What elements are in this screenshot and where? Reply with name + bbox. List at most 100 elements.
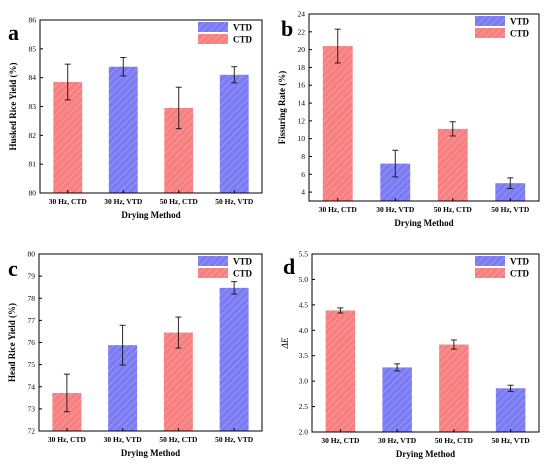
legend-swatch-b-0 <box>475 16 505 26</box>
y-axis-title-c: Head Rice Yield (%) <box>7 303 17 382</box>
chart-c-svg: 72 73 74 75 76 77 78 79 80 30 Hz, CTD 30 Hz, VTD 50… <box>7 250 263 458</box>
bar-b-0 <box>322 46 353 201</box>
error-bar-d-1 <box>394 363 401 372</box>
plot-frame-b <box>308 13 540 202</box>
x-axis-title-c: Drying Method <box>121 448 180 458</box>
error-bar-a-2 <box>175 86 182 130</box>
legend-label-a-1: CTD <box>233 35 253 45</box>
ytick-label-c-3: 75 <box>28 360 36 369</box>
ytick-label-c-7: 79 <box>28 272 36 281</box>
legend-label-d-0: VTD <box>510 257 530 267</box>
xtick-label-b-2: 50 Hz, CTD <box>434 205 473 214</box>
ytick-label-c-1: 73 <box>28 404 36 413</box>
error-bar-b-1 <box>392 149 399 178</box>
error-bar-c-2 <box>175 316 182 349</box>
y-axis-title-b: Fissuring Rate (%) <box>277 71 287 145</box>
ytick-label-c-4: 76 <box>28 338 36 347</box>
bar-d-3 <box>495 388 526 432</box>
ytick-label-a-1: 81 <box>29 160 37 169</box>
ytick-label-c-5: 77 <box>28 316 36 325</box>
ytick-label-d-5: 4.5 <box>299 300 309 309</box>
ytick-label-a-2: 82 <box>29 131 37 140</box>
error-bar-d-0 <box>337 307 344 314</box>
bar-c-2 <box>163 332 193 431</box>
x-axis-title-d: Drying Method <box>396 449 455 459</box>
error-bar-d-2 <box>450 339 457 350</box>
legend-label-b-1: CTD <box>510 29 530 39</box>
chart-panel-b: 4 6 8 10 12 14 16 18 20 22 24 30 Hz, CTD 30 Hz, VTD 5… <box>275 0 550 232</box>
ytick-label-d-7: 5.5 <box>299 250 309 259</box>
xtick-label-b-1: 30 Hz, VTD <box>376 205 415 214</box>
legend-swatch-b-1 <box>475 28 505 38</box>
y-axis-title-a: Husked Rice Yield (%) <box>8 62 18 150</box>
error-bar-a-3 <box>231 66 238 84</box>
legend-label-b-0: VTD <box>510 17 530 27</box>
ytick-label-d-3: 3.5 <box>299 351 309 360</box>
ytick-label-a-5: 85 <box>29 44 37 53</box>
ytick-label-b-0: 4 <box>301 188 305 197</box>
ytick-label-a-4: 84 <box>29 73 37 82</box>
ytick-label-d-1: 2.5 <box>299 402 309 411</box>
bar-b-3 <box>495 183 526 201</box>
xtick-label-c-1: 30 Hz, VTD <box>104 435 143 444</box>
xtick-label-c-2: 50 Hz, CTD <box>159 435 198 444</box>
legend-swatch-a-1 <box>198 34 228 44</box>
chart-panel-c: 72 73 74 75 76 77 78 79 80 30 Hz, CTD 30 Hz, VTD 50… <box>0 232 275 464</box>
ytick-label-a-6: 86 <box>29 16 37 25</box>
ytick-label-b-9: 22 <box>298 27 306 36</box>
ytick-label-b-10: 24 <box>298 10 306 19</box>
legend-label-c-0: VTD <box>233 257 253 267</box>
legend-swatch-d-1 <box>475 268 505 278</box>
error-bar-a-1 <box>120 57 127 77</box>
plot-frame-d <box>311 253 540 433</box>
ytick-label-b-6: 16 <box>298 81 306 90</box>
xtick-label-d-3: 50 Hz, VTD <box>492 436 531 445</box>
ytick-label-d-0: 2.0 <box>299 428 309 437</box>
ytick-label-b-1: 6 <box>301 170 305 179</box>
bar-c-3 <box>219 287 249 431</box>
panel-letter-a: a <box>8 20 19 45</box>
ytick-label-c-0: 72 <box>28 427 36 436</box>
legend-label-d-1: CTD <box>510 269 530 279</box>
xtick-label-a-3: 50 Hz, VTD <box>215 197 254 206</box>
legend-label-a-0: VTD <box>233 23 253 33</box>
ytick-label-a-3: 83 <box>29 102 37 111</box>
ytick-label-b-2: 8 <box>301 152 305 161</box>
legend-swatch-c-1 <box>198 268 228 278</box>
chart-panel-d: 2.0 2.5 3.0 3.5 4.0 4.5 5.0 5.5 30 Hz, CTD 30 Hz,… <box>275 232 550 464</box>
bar-a-0 <box>53 81 83 193</box>
bar-b-2 <box>437 128 468 201</box>
ytick-label-d-2: 3.0 <box>299 377 309 386</box>
xtick-label-a-0: 30 Hz, CTD <box>49 197 88 206</box>
error-bar-b-0 <box>334 28 341 64</box>
xtick-label-d-2: 50 Hz, CTD <box>435 436 474 445</box>
error-bar-a-0 <box>64 63 71 101</box>
bar-d-0 <box>325 310 356 432</box>
ytick-label-c-2: 74 <box>28 382 36 391</box>
legend-swatch-c-0 <box>198 256 228 266</box>
error-bar-c-1 <box>119 324 126 366</box>
error-bar-b-2 <box>449 121 456 137</box>
ytick-label-d-6: 5.0 <box>299 275 309 284</box>
xtick-label-b-3: 50 Hz, VTD <box>491 205 530 214</box>
bar-a-3 <box>219 74 249 193</box>
chart-panel-a: 80 81 82 83 84 85 86 30 Hz, CTD 30 Hz, VTD 50 Hz,… <box>0 0 275 232</box>
ytick-label-d-4: 4.0 <box>299 326 309 335</box>
xtick-label-b-0: 30 Hz, CTD <box>319 205 358 214</box>
ytick-label-b-8: 20 <box>298 45 306 54</box>
ytick-label-c-8: 80 <box>28 250 36 259</box>
ytick-label-a-0: 80 <box>29 189 37 198</box>
error-bar-c-0 <box>63 373 70 413</box>
error-bar-c-3 <box>231 281 238 295</box>
error-bar-b-3 <box>507 177 514 189</box>
chart-b-svg: 4 6 8 10 12 14 16 18 20 22 24 30 Hz, CTD 30 Hz, VTD 5… <box>277 10 540 228</box>
xtick-label-d-0: 30 Hz, CTD <box>321 436 360 445</box>
bar-d-1 <box>382 367 412 432</box>
x-axis-title-b: Drying Method <box>394 218 453 228</box>
panel-letter-c: c <box>8 256 18 281</box>
ytick-label-b-5: 14 <box>298 99 306 108</box>
bar-a-1 <box>108 66 138 193</box>
chart-d-svg: 2.0 2.5 3.0 3.5 4.0 4.5 5.0 5.5 30 Hz, CTD 30 Hz,… <box>280 250 540 459</box>
legend-swatch-d-0 <box>475 256 505 266</box>
legend-label-c-1: CTD <box>233 269 253 279</box>
